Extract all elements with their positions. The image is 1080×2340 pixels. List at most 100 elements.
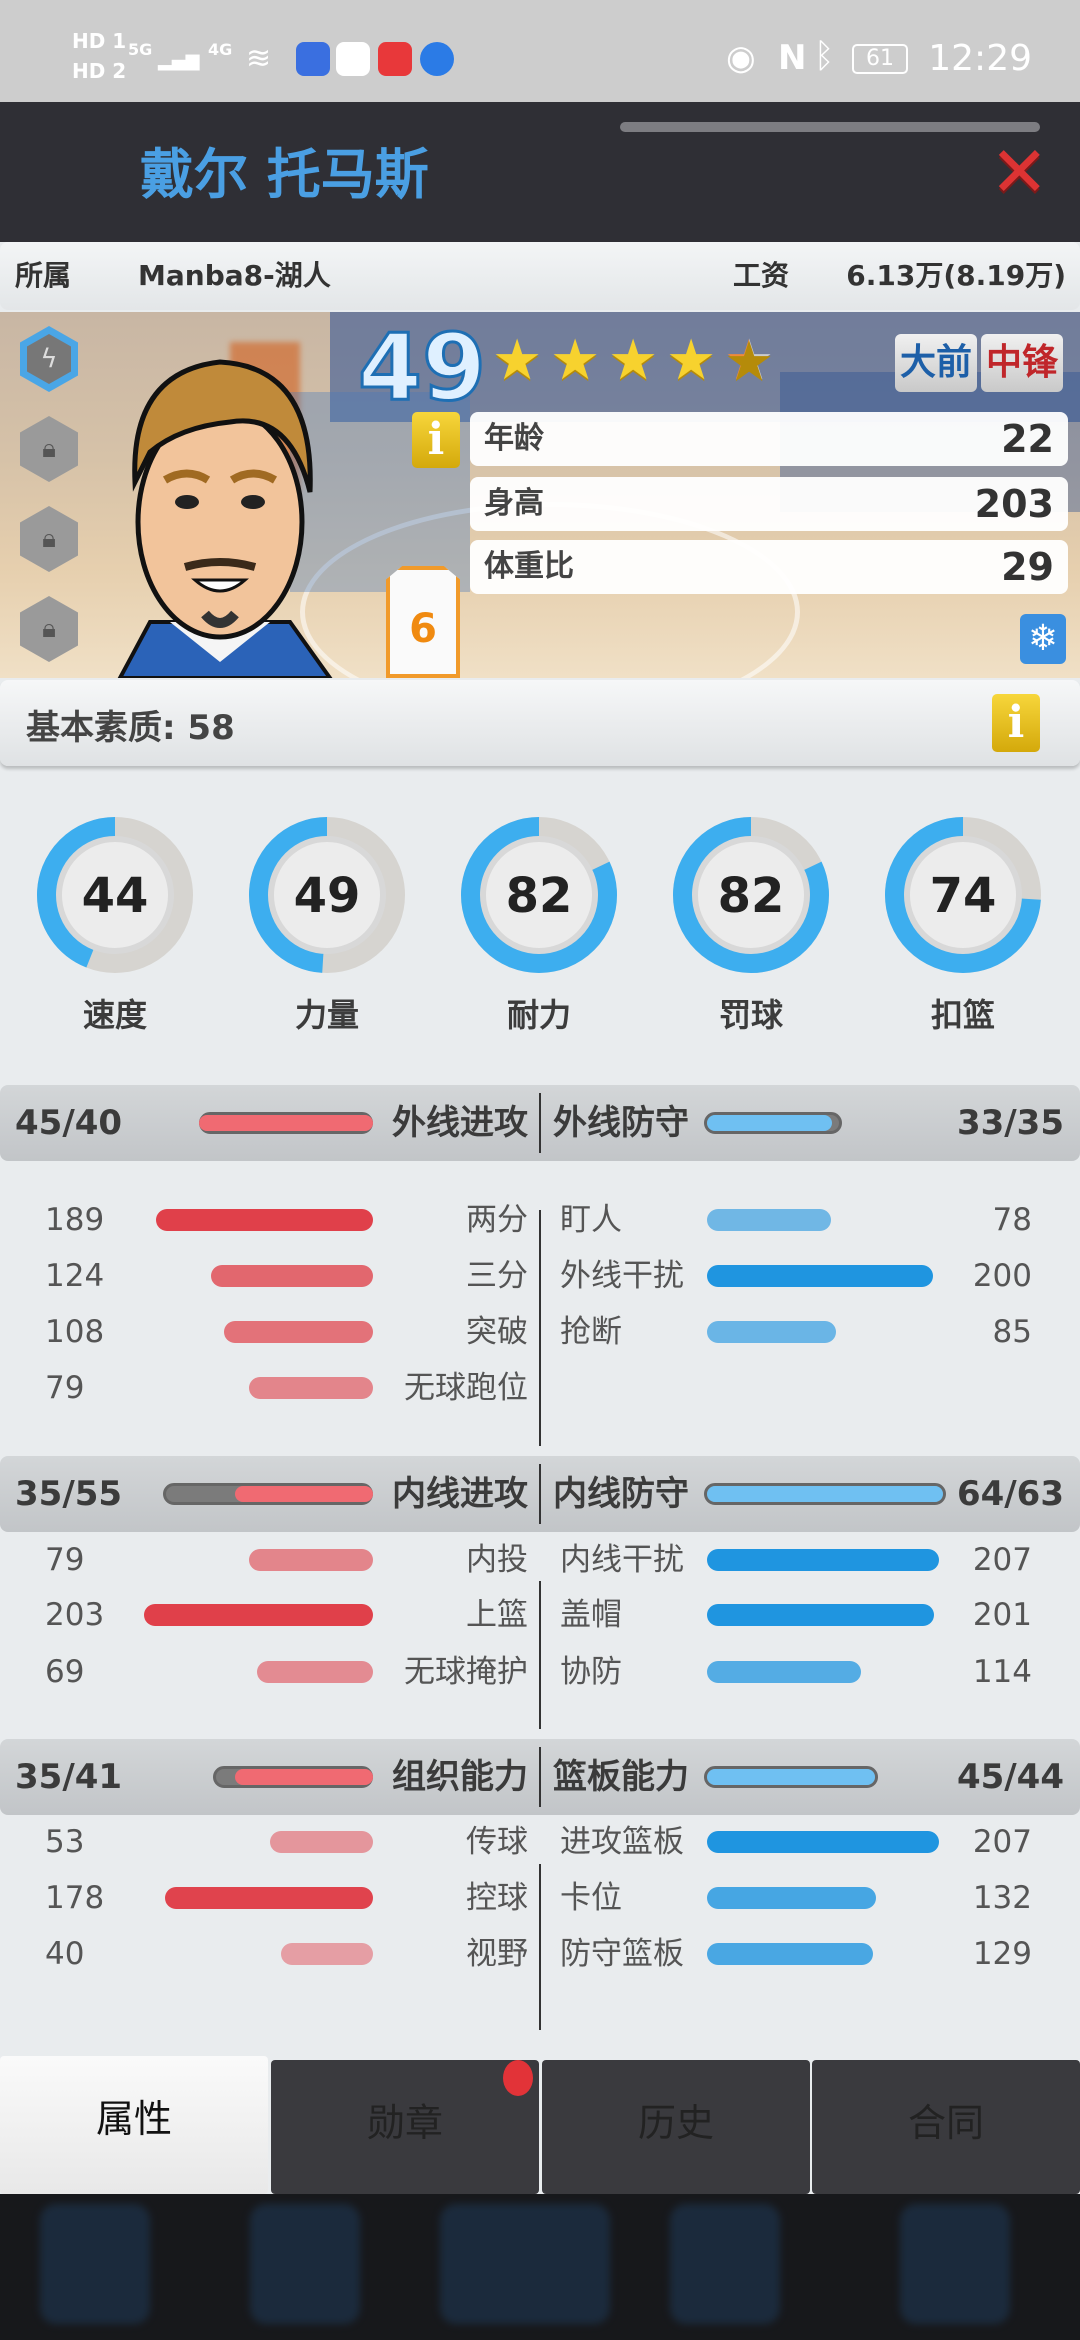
skill-slot-lightning-icon[interactable]: ϟ — [20, 326, 78, 392]
section-left-value: 45/40 — [15, 1103, 123, 1143]
tab-contract[interactable]: 合同 — [812, 2060, 1080, 2194]
snowflake-icon[interactable]: ❄ — [1020, 614, 1066, 664]
dock-item — [900, 2204, 1010, 2324]
attack-bar — [248, 1549, 373, 1571]
sim-indicators: HD 1 HD 2 — [72, 30, 126, 82]
basic-quality-label: 基本素质: 58 — [26, 708, 235, 748]
attr-value: 79 — [45, 1370, 85, 1406]
close-icon[interactable]: ✕ — [990, 131, 1049, 213]
background-dock — [0, 2194, 1080, 2340]
skill-slot-lock-icon[interactable]: 🔒︎ — [20, 416, 78, 482]
section-right-current-bar — [707, 1486, 944, 1502]
tab-attributes[interactable]: 属性 — [0, 2056, 268, 2194]
salary-value: 6.13万(8.19万) — [846, 259, 1066, 292]
defense-bar — [707, 1265, 933, 1287]
notification-dot — [503, 2060, 533, 2096]
attack-bar — [270, 1831, 373, 1853]
gauge-label: 罚球 — [718, 996, 783, 1034]
attr-value: 189 — [45, 1202, 105, 1238]
star-full-icon: ★ — [550, 328, 601, 393]
gauge-label: 力量 — [294, 996, 359, 1034]
gauge-1: 49 力量 — [242, 810, 412, 1036]
attr-value: 78 — [992, 1202, 1032, 1238]
attr-label: 防守篮板 — [560, 1936, 684, 1972]
section-right-value: 45/44 — [956, 1757, 1064, 1797]
tab-history[interactable]: 历史 — [542, 2060, 810, 2194]
dock-item — [40, 2204, 150, 2324]
gauge-label: 速度 — [82, 996, 147, 1034]
star-full-icon: ★ — [492, 328, 543, 393]
section-right-value: 33/35 — [956, 1103, 1064, 1143]
section-right-current-bar — [707, 1769, 876, 1785]
attack-bar — [281, 1943, 373, 1965]
gauge-fill — [249, 817, 405, 973]
gauge-value: 49 — [294, 868, 361, 924]
column-divider — [539, 1864, 541, 2030]
defense-bar — [707, 1831, 939, 1853]
attack-bar — [165, 1887, 373, 1909]
section-left-current-bar — [234, 1769, 373, 1785]
gauge-label: 耐力 — [506, 996, 571, 1034]
attack-bar — [210, 1265, 373, 1287]
dock-item — [670, 2204, 780, 2324]
attack-bar — [257, 1661, 373, 1683]
browser-app-icon — [420, 42, 454, 76]
salary-label: 工资 — [733, 259, 790, 292]
signal-icon: ▂▄▆ — [158, 50, 200, 71]
section-right-value: 64/63 — [956, 1474, 1064, 1514]
attack-bar — [248, 1377, 373, 1399]
gauge-4: 74 扣篮 — [878, 810, 1048, 1036]
skill-slot-lock-icon[interactable]: 🔒︎ — [20, 596, 78, 662]
attack-bar — [156, 1209, 373, 1231]
eye-icon: ◉ — [726, 38, 756, 78]
section-right-label: 内线防守 — [553, 1474, 689, 1514]
bluetooth-icon: ᛒ — [814, 36, 835, 76]
defense-bar — [707, 1549, 939, 1571]
attr-label: 两分 — [466, 1202, 528, 1238]
star-full-icon: ★ — [608, 328, 659, 393]
star-half-icon: ★ — [724, 326, 774, 396]
header-bar — [620, 122, 1040, 132]
gauge-ring: 44 — [37, 817, 193, 973]
jersey-number: 6 — [409, 606, 437, 652]
section-right-label: 篮板能力 — [553, 1757, 689, 1797]
player-card: ϟ 🔒︎ 🔒︎ 🔒︎ 49 大前 中锋 i 年龄 22 身高 203 体重比 29 6… — [0, 312, 1080, 678]
section-left-label: 组织能力 — [392, 1757, 528, 1797]
status-bar: HD 1 HD 2 5G ▂▄▆ 4G ≋ ◉ N ᛒ 61 12:29 — [0, 0, 1080, 102]
attr-label: 控球 — [466, 1880, 528, 1916]
section-divider — [539, 1747, 541, 1807]
tab-label: 历史 — [637, 2101, 714, 2145]
attr-value: 53 — [45, 1824, 85, 1860]
sim-1: HD 1 — [72, 29, 127, 53]
wifi-icon: ≋ — [246, 41, 272, 76]
attr-label: 内线干扰 — [560, 1542, 684, 1578]
attr-label: 无球掩护 — [404, 1654, 528, 1690]
player-name: 戴尔 托马斯 — [140, 143, 429, 206]
messenger-app-icon — [336, 42, 370, 76]
defense-bar — [707, 1887, 876, 1909]
section-left-current-bar — [234, 1486, 373, 1502]
info-icon[interactable]: i — [412, 412, 460, 468]
section-left-value: 35/55 — [15, 1474, 123, 1514]
gauge-value: 82 — [718, 868, 785, 924]
dock-item — [250, 2204, 360, 2324]
info-icon[interactable]: i — [992, 694, 1040, 752]
attr-value: 207 — [972, 1542, 1032, 1578]
tab-bar: 属性 勋章 历史 合同 — [0, 2056, 1080, 2194]
tab-medals[interactable]: 勋章 — [271, 2060, 539, 2194]
skill-slot-lock-icon[interactable]: 🔒︎ — [20, 506, 78, 572]
basic-quality-bar: 基本素质: 58 i — [0, 680, 1080, 766]
profile-value: 29 — [1001, 545, 1054, 589]
gauge-fill — [673, 817, 829, 973]
info-bar: 所属 Manba8-湖人 工资 6.13万(8.19万) — [0, 242, 1080, 310]
attr-value: 203 — [45, 1597, 105, 1633]
gauge-label: 扣篮 — [930, 996, 995, 1034]
attr-label: 进攻篮板 — [560, 1824, 684, 1860]
clock: 12:29 — [928, 38, 1032, 79]
tab-label: 勋章 — [366, 2101, 443, 2145]
sim-2: HD 2 — [72, 59, 127, 83]
section-header: 45/40 外线进攻 外线防守 33/35 — [0, 1085, 1080, 1161]
attr-value: 129 — [972, 1936, 1032, 1972]
huawei-app-icon — [378, 42, 412, 76]
attr-label: 上篮 — [466, 1597, 528, 1633]
